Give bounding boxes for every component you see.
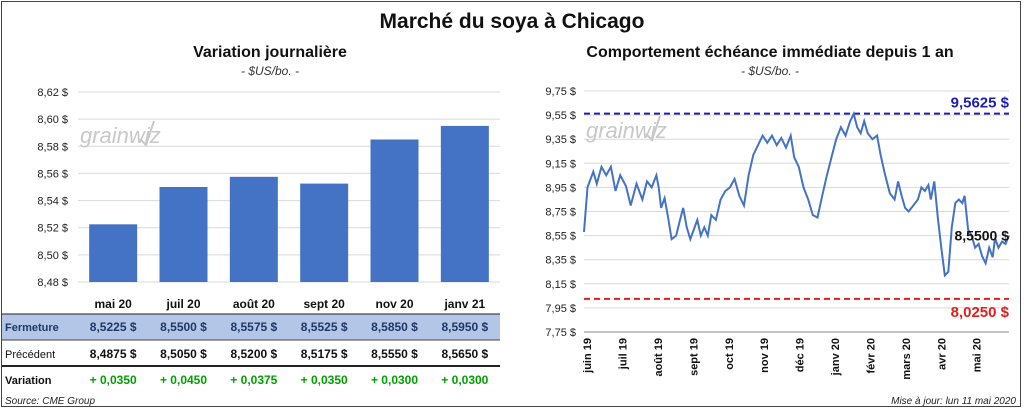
left-chart-title: Variation journalière (193, 44, 347, 61)
left-bar (440, 125, 489, 282)
main-title: Marché du soya à Chicago (379, 10, 645, 33)
left-bar (370, 139, 419, 282)
right-x-tick-label: avr 20 (936, 338, 948, 370)
table-cell: + 0,0350 (301, 373, 348, 387)
left-bar-chart: 8,48 $ 8,50 $ 8,52 $ 8,54 $ 8,56 $ 8,58 $ 8,60… (2, 87, 500, 387)
right-y-tick-label: 9,75 $ (545, 86, 576, 98)
table-row-label: Précédent (5, 349, 55, 361)
right-y-tick-label: 8,15 $ (545, 279, 576, 291)
right-x-tick-label: oct 19 (724, 338, 736, 370)
left-x-label: janv 21 (443, 297, 485, 311)
left-watermark: grainwiz (80, 120, 161, 148)
table-cell: 8,5550 $ (371, 347, 418, 361)
price-line (583, 111, 1010, 278)
right-x-tick-label: nov 19 (759, 338, 771, 373)
left-subtitle: Variation journalière - $US/bo. - (40, 44, 500, 78)
reference-label: 8,0250 $ (951, 304, 1010, 321)
table-cell: 8,5050 $ (160, 347, 207, 361)
left-y-tick-label: 8,48 $ (37, 277, 68, 289)
right-x-tick-label: juil 19 (618, 338, 630, 370)
right-x-tick-label: janv 20 (830, 338, 842, 376)
update-note: Mise à jour: lun 11 mai 2020 (891, 396, 1016, 407)
table-cell: 8,5850 $ (371, 320, 418, 334)
right-y-tick-label: 9,15 $ (545, 158, 576, 170)
left-watermark-check (139, 120, 155, 147)
table-cell: 8,5525 $ (301, 320, 348, 334)
left-y-tick-label: 8,60 $ (37, 114, 68, 126)
right-chart-unit: - $US/bo. - (740, 64, 800, 78)
right-x-tick-label: mai 20 (972, 338, 984, 372)
right-subtitle: Comportement échéance immédiate depuis 1… (530, 44, 1010, 78)
table-cell: + 0,0300 (371, 373, 418, 387)
reference-label: 9,5625 $ (951, 95, 1010, 112)
left-x-label: mai 20 (94, 297, 132, 311)
table-cell: 8,5575 $ (230, 320, 277, 334)
left-y-tick-label: 8,50 $ (37, 250, 68, 262)
right-y-tick-label: 8,55 $ (545, 231, 576, 243)
left-chart-unit: - $US/bo. - (240, 64, 300, 78)
table-cell: 8,5200 $ (230, 347, 277, 361)
left-bar (300, 183, 349, 282)
left-bar (159, 187, 208, 282)
right-y-tick-label: 8,75 $ (545, 207, 576, 219)
right-x-tick-label: févr 20 (865, 338, 877, 373)
left-x-label: sept 20 (303, 297, 345, 311)
left-x-label: juil 20 (165, 297, 200, 311)
right-chart-title: Comportement échéance immédiate depuis 1… (586, 44, 954, 61)
left-y-tick-label: 8,54 $ (37, 196, 68, 208)
right-y-tick-label: 8,35 $ (545, 255, 576, 267)
table-cell: 8,4875 $ (90, 347, 137, 361)
left-y-tick-label: 8,56 $ (37, 168, 68, 180)
table-cell: + 0,0350 (90, 373, 137, 387)
right-watermark: grainwiz (586, 115, 667, 143)
source-note: Source: CME Group (5, 396, 96, 407)
table-row-label: Fermeture (5, 322, 59, 334)
table-cell: + 0,0450 (160, 373, 207, 387)
right-y-tick-label: 9,55 $ (545, 110, 576, 122)
right-y-tick-label: 9,35 $ (545, 134, 576, 146)
table-cell: + 0,0375 (230, 373, 277, 387)
right-watermark-check (645, 115, 661, 142)
left-x-label: août 20 (233, 297, 275, 311)
left-bar (229, 176, 278, 282)
right-y-tick-label: 7,75 $ (545, 327, 576, 339)
table-cell: 8,5175 $ (301, 347, 348, 361)
table-row-label: Variation (5, 375, 52, 387)
table-cell: 8,5650 $ (441, 347, 488, 361)
left-x-label: nov 20 (375, 297, 413, 311)
table-cell: 8,5950 $ (441, 320, 488, 334)
right-x-tick-label: déc 19 (795, 338, 807, 372)
left-bar (89, 224, 138, 282)
left-y-tick-label: 8,62 $ (37, 87, 68, 99)
right-x-tick-label: sept 19 (688, 338, 700, 376)
table-cell: 8,5225 $ (90, 320, 137, 334)
table-cell: 8,5500 $ (160, 320, 207, 334)
right-line-chart: 7,75 $ 7,95 $ 8,15 $ 8,35 $ 8,55 $ 8,75 $ 8,95… (545, 86, 1010, 380)
right-x-tick-label: juin 19 (582, 338, 594, 374)
right-y-tick-label: 7,95 $ (545, 303, 576, 315)
table-cell: + 0,0300 (441, 373, 488, 387)
right-x-tick-label: août 19 (653, 338, 665, 377)
table-highlight-row (2, 314, 500, 340)
right-x-tick-label: mars 20 (901, 338, 913, 380)
last-price-label: 8,5500 $ (955, 228, 1010, 244)
left-y-tick-label: 8,52 $ (37, 223, 68, 235)
left-y-tick-label: 8,58 $ (37, 141, 68, 153)
right-y-tick-label: 8,95 $ (545, 182, 576, 194)
